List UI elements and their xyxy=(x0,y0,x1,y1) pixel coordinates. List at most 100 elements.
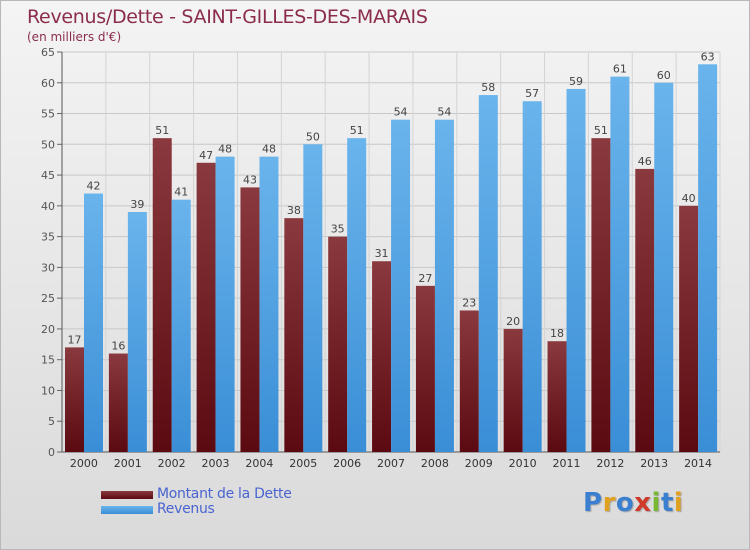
x-tick-label: 2010 xyxy=(509,457,537,470)
bar-dette xyxy=(503,328,523,452)
bar-revenus xyxy=(391,119,411,452)
bar-revenus xyxy=(698,64,718,453)
legend-swatch-dette xyxy=(101,491,153,499)
x-tick-label: 2000 xyxy=(70,457,98,470)
value-label-dette: 23 xyxy=(462,296,476,309)
value-label-dette: 16 xyxy=(111,340,125,353)
value-label-revenus: 59 xyxy=(569,75,583,88)
chart-title: Revenus/Dette - SAINT-GILLES-DES-MARAIS xyxy=(27,6,428,28)
logo-letter: P xyxy=(583,488,603,518)
x-tick-label: 2002 xyxy=(158,457,186,470)
y-tick-label: 60 xyxy=(41,77,55,90)
value-label-revenus: 50 xyxy=(306,130,320,143)
logo-letter: x xyxy=(634,488,652,518)
logo-letter: i xyxy=(673,488,684,518)
x-tick-label: 2014 xyxy=(684,457,712,470)
y-tick-label: 10 xyxy=(41,384,55,397)
x-tick-label: 2004 xyxy=(245,457,273,470)
value-label-revenus: 63 xyxy=(701,50,715,63)
chart-subtitle: (en milliers d'€) xyxy=(27,30,122,44)
bar-dette xyxy=(65,347,84,452)
value-label-revenus: 57 xyxy=(525,87,539,100)
y-tick-label: 55 xyxy=(41,108,55,121)
bar-dette xyxy=(547,341,567,452)
y-tick-label: 40 xyxy=(41,200,55,213)
value-label-dette: 38 xyxy=(287,204,301,217)
legend-label-revenus: Revenus xyxy=(157,501,215,517)
bar-revenus xyxy=(347,138,367,452)
bar-dette xyxy=(152,138,172,452)
x-tick-label: 2005 xyxy=(289,457,317,470)
bar-dette xyxy=(635,168,655,452)
x-tick-label: 2013 xyxy=(640,457,668,470)
bar-revenus xyxy=(127,212,147,452)
y-tick-label: 20 xyxy=(41,323,55,336)
logo-letter: o xyxy=(615,488,635,518)
bar-revenus xyxy=(566,88,586,452)
value-label-revenus: 48 xyxy=(262,143,276,156)
bar-dette xyxy=(591,138,611,452)
bar-dette xyxy=(108,353,128,452)
value-label-dette: 17 xyxy=(68,333,82,346)
value-labels: 17 42 16 39 51 41 47 48 43 48 38 50 35 51 31 54 27 54 23 58… xyxy=(68,50,715,352)
x-tick-label: 2008 xyxy=(421,457,449,470)
y-tick-label: 50 xyxy=(41,138,55,151)
y-tick-label: 30 xyxy=(41,261,55,274)
value-label-revenus: 41 xyxy=(174,186,188,199)
logo-letter: t xyxy=(660,488,674,518)
bar-revenus xyxy=(84,193,103,453)
y-tick-label: 15 xyxy=(41,354,55,367)
x-tick-label: 2012 xyxy=(596,457,624,470)
logo-letter: i xyxy=(651,488,661,518)
value-label-revenus: 54 xyxy=(394,106,408,119)
value-label-revenus: 60 xyxy=(657,69,671,82)
y-tick-label: 25 xyxy=(41,292,55,305)
bar-revenus xyxy=(478,95,498,453)
x-tick-label: 2006 xyxy=(333,457,361,470)
bar-revenus xyxy=(610,76,630,452)
value-label-dette: 51 xyxy=(594,124,608,137)
value-label-revenus: 54 xyxy=(437,106,451,119)
axes: 0 5 10 15 20 25 30 35 40 45 50 55 60 65 2000 2001 2002 20… xyxy=(41,46,720,470)
value-label-dette: 18 xyxy=(550,327,564,340)
value-label-dette: 46 xyxy=(638,155,652,168)
value-label-dette: 40 xyxy=(682,192,696,205)
value-label-dette: 43 xyxy=(243,173,257,186)
value-label-dette: 35 xyxy=(331,223,345,236)
bar-revenus xyxy=(654,82,674,453)
y-tick-label: 0 xyxy=(48,446,55,459)
value-label-dette: 20 xyxy=(506,315,520,328)
bar-dette xyxy=(284,218,304,452)
value-label-revenus: 48 xyxy=(218,143,232,156)
bars xyxy=(65,64,718,453)
y-tick-label: 45 xyxy=(41,169,55,182)
x-tick-label: 2001 xyxy=(114,457,142,470)
bar-revenus xyxy=(303,144,323,453)
bar-dette xyxy=(196,162,216,452)
x-tick-label: 2007 xyxy=(377,457,405,470)
value-label-revenus: 61 xyxy=(613,63,627,76)
value-label-revenus: 39 xyxy=(130,198,144,211)
y-tick-label: 65 xyxy=(41,46,55,59)
x-tick-label: 2011 xyxy=(552,457,580,470)
proxiti-logo: Proxiti xyxy=(583,488,683,518)
x-tick-label: 2003 xyxy=(202,457,230,470)
bar-dette xyxy=(459,310,479,452)
legend-swatch-revenus xyxy=(101,506,153,514)
bar-revenus xyxy=(259,156,279,452)
bar-revenus xyxy=(171,199,191,452)
bar-dette xyxy=(679,205,699,452)
x-tick-label: 2009 xyxy=(465,457,493,470)
bar-dette xyxy=(415,285,435,452)
bar-dette xyxy=(372,261,392,452)
value-label-dette: 47 xyxy=(199,149,213,162)
logo-letter: r xyxy=(602,488,616,518)
legend-label-dette: Montant de la Dette xyxy=(157,486,292,502)
bar-dette xyxy=(328,236,348,452)
value-label-dette: 27 xyxy=(418,272,432,285)
bar-dette xyxy=(240,187,260,452)
y-tick-label: 5 xyxy=(48,415,55,428)
value-label-dette: 31 xyxy=(375,247,389,260)
